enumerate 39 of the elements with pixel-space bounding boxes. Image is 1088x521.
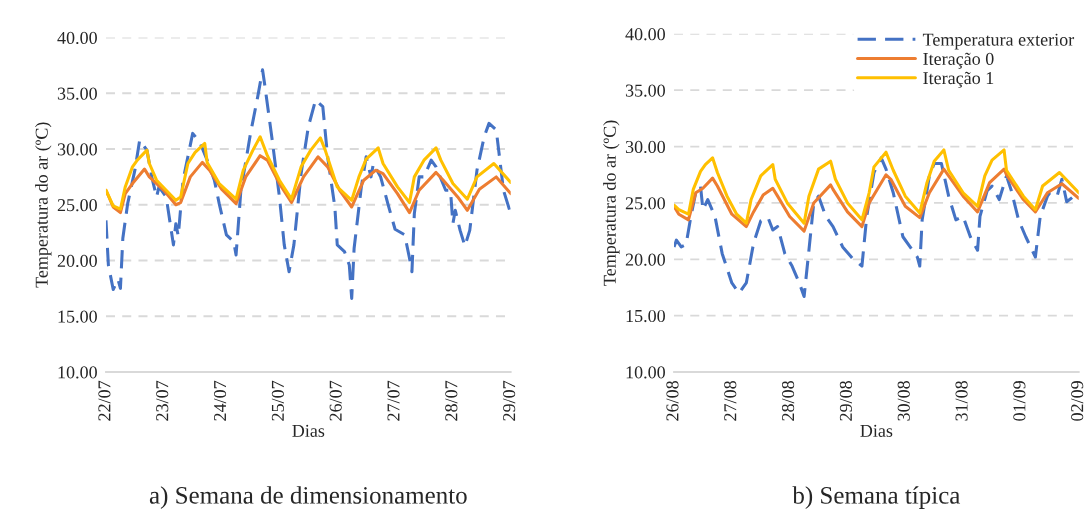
y-tick-label: 15.00 — [58, 310, 97, 323]
x-tick-label: 29/07 — [503, 380, 516, 421]
y-tick-label: 35.00 — [57, 87, 97, 100]
x-tick-label: 29/08 — [839, 381, 852, 421]
y-tick-label: 25.00 — [57, 199, 97, 212]
x-tick-label: 27/08 — [724, 381, 737, 421]
y-tick-label: 40.00 — [57, 31, 97, 45]
y-axis-title: Temperatura do ar (ºC) — [603, 120, 620, 286]
legend-label: Temperatura exterior — [922, 33, 1075, 50]
x-axis-title: Dias — [860, 424, 893, 437]
x-tick-label: 26/07 — [329, 380, 342, 421]
x-tick-label: 23/07 — [156, 380, 169, 421]
x-axis-title: Dias — [292, 424, 325, 437]
y-tick-label: 30.00 — [57, 143, 97, 156]
y-tick-label: 25.00 — [625, 197, 665, 210]
x-tick-label: 30/08 — [897, 381, 910, 421]
y-tick-label: 30.00 — [625, 140, 665, 154]
text: b) Semana típica — [792, 486, 961, 509]
x-tick-label: 31/08 — [955, 381, 968, 421]
x-tick-label: 02/09 — [1071, 381, 1084, 421]
y-axis-title: Temperatura do ar (ºC) — [35, 122, 52, 288]
legend-label: Iteração 1 — [923, 71, 994, 88]
x-tick-label: 28/08 — [781, 381, 795, 421]
y-tick-label: 20.00 — [625, 253, 665, 266]
x-tick-label: 28/07 — [445, 380, 458, 421]
text: a) Semana de dimensionamento — [149, 486, 467, 509]
y-tick-label: 20.00 — [57, 254, 97, 268]
x-tick-label: 22/07 — [98, 380, 111, 421]
y-tick-label: 10.00 — [58, 366, 97, 379]
y-tick-label: 15.00 — [626, 309, 665, 323]
x-tick-label: 25/07 — [271, 380, 284, 421]
x-tick-label: 26/08 — [666, 381, 679, 421]
y-tick-label: 40.00 — [625, 28, 665, 41]
x-tick-label: 27/07 — [387, 380, 400, 421]
x-tick-label: 24/07 — [213, 380, 227, 421]
y-tick-label: 10.00 — [626, 366, 665, 379]
y-tick-label: 35.00 — [625, 84, 665, 97]
legend-label: Iteração 0 — [923, 52, 994, 69]
x-tick-label: 01/09 — [1013, 381, 1026, 421]
